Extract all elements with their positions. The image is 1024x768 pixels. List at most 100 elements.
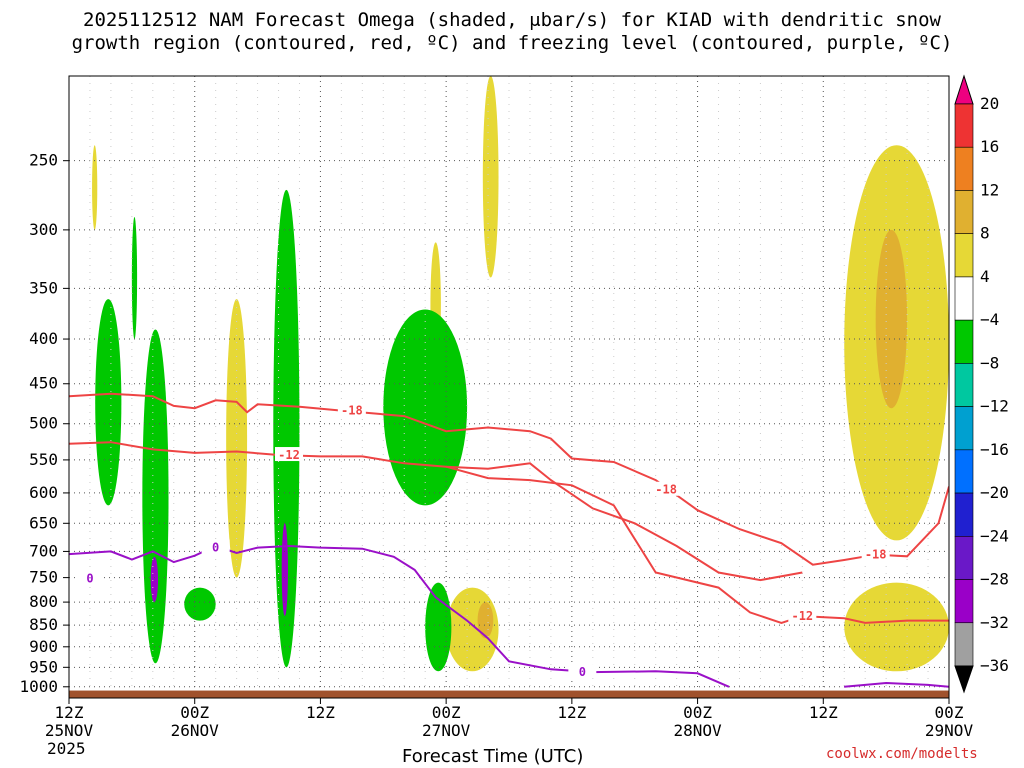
- colorbar-top-arrow: [954, 74, 974, 105]
- plot-frame: [68, 75, 950, 699]
- colorbar-segment: [954, 190, 974, 234]
- colorbar-label: −16: [980, 440, 1009, 459]
- contour-label-bg: [861, 546, 890, 561]
- y-tick-label: 900: [29, 637, 58, 656]
- omega-region: [142, 329, 169, 664]
- colorbar-bottom-arrow: [954, 665, 974, 694]
- grid-layer: [68, 76, 950, 698]
- omega-region: [226, 299, 248, 578]
- colorbar: 20 16 12 8 4 −4 −8 −12 −16 −20 −24 −28 −32 −36: [954, 74, 1009, 694]
- x-tick-label: 12Z: [55, 703, 84, 722]
- colorbar-segment: [954, 146, 974, 191]
- colorbar-label: −12: [980, 397, 1009, 416]
- colorbar-segment: [954, 579, 974, 624]
- colorbar-label: 4: [980, 267, 990, 286]
- colorbar-label: −36: [980, 656, 1009, 675]
- colorbar-label: −4: [980, 310, 999, 329]
- contour-label-bg: [275, 447, 303, 462]
- colorbar-label: 12: [980, 180, 999, 199]
- colorbar-label: 8: [980, 224, 990, 243]
- colorbar-label: 16: [980, 137, 999, 156]
- contour-label-bg: [652, 481, 681, 496]
- y-tick-label: 350: [29, 278, 58, 297]
- contour-label: -12: [278, 448, 300, 462]
- x-tick-label: 12Z: [557, 703, 586, 722]
- contour-label: 0: [212, 541, 219, 555]
- contour-label: 0: [579, 665, 586, 679]
- y-tick-label: 600: [29, 483, 58, 502]
- y-tick-label: 750: [29, 568, 58, 587]
- contour-line: [446, 462, 803, 582]
- y-tick-label: 800: [29, 592, 58, 611]
- y-tick-label: 700: [29, 541, 58, 560]
- omega-region: [844, 582, 949, 672]
- chart-title-line-2: growth region (contoured, red, ºC) and f…: [71, 32, 953, 54]
- contour-label: -12: [791, 609, 813, 623]
- y-tick-label: 1000: [19, 677, 58, 696]
- x-tick-date: 29NOV: [925, 721, 974, 740]
- contour-line: [844, 681, 949, 688]
- y-tick-label: 650: [29, 513, 58, 532]
- contour-label: -18: [655, 483, 677, 497]
- y-tick-label: 500: [29, 414, 58, 433]
- y-tick-label: 300: [29, 220, 58, 239]
- colorbar-label: −8: [980, 353, 999, 372]
- colorbar-label: −20: [980, 483, 1009, 502]
- contour-label-bg: [788, 608, 817, 623]
- colorbar-segment: [954, 449, 974, 494]
- contour-layer: -18 -18 -18 -12 -12 0 0 0: [69, 392, 949, 688]
- colorbar-segment: [954, 319, 974, 364]
- contour-label: 0: [86, 572, 93, 586]
- y-tick-label: 250: [29, 151, 58, 170]
- contour-label-bg: [75, 570, 104, 585]
- x-tick-label: 00Z: [683, 703, 712, 722]
- contour-label-bg: [337, 402, 366, 417]
- omega-shaded-layer: [92, 76, 949, 672]
- colorbar-segment: [954, 363, 974, 407]
- year-label: 2025: [47, 739, 86, 758]
- x-axis-title: Forecast Time (UTC): [402, 746, 584, 767]
- colorbar-segment: [954, 233, 974, 278]
- colorbar-label: −28: [980, 570, 1009, 589]
- chart-title-line-1: 2025112512 NAM Forecast Omega (shaded, μ…: [83, 9, 941, 31]
- y-tick-label: 850: [29, 615, 58, 634]
- x-tick-date: 27NOV: [422, 721, 471, 740]
- x-tick-label: 12Z: [809, 703, 838, 722]
- x-tick-date: 25NOV: [45, 721, 94, 740]
- colorbar-segment: [954, 406, 974, 451]
- colorbar-segment: [954, 622, 974, 667]
- omega-region: [131, 217, 138, 340]
- colorbar-label: 20: [980, 94, 999, 113]
- terrain-fill: [69, 690, 949, 698]
- contour-label-bg: [201, 539, 230, 554]
- omega-region: [425, 582, 452, 672]
- omega-region: [92, 145, 98, 230]
- omega-region: [482, 76, 499, 278]
- contour-label: -18: [341, 404, 363, 418]
- colorbar-label: −32: [980, 613, 1009, 632]
- source-footer: coolwx.com/modelts: [826, 746, 978, 762]
- omega-region: [477, 602, 494, 639]
- x-tick-label: 00Z: [180, 703, 209, 722]
- x-tick-label: 00Z: [935, 703, 964, 722]
- colorbar-segment: [954, 276, 974, 321]
- contour-label: -18: [865, 548, 887, 562]
- colorbar-segment: [954, 103, 974, 148]
- colorbar-segment: [954, 536, 974, 580]
- x-tick-date: 26NOV: [171, 721, 220, 740]
- contour-line: [69, 544, 730, 688]
- omega-region: [150, 556, 159, 603]
- omega-region: [184, 587, 216, 621]
- x-tick-date: 28NOV: [673, 721, 722, 740]
- y-tick-label: 550: [29, 450, 58, 469]
- omega-region: [273, 189, 300, 668]
- axis-layer: 250 300 350 400 450 500 550 600 650 700 750 800 850 9…: [19, 151, 973, 740]
- y-tick-label: 450: [29, 374, 58, 393]
- y-tick-label: 400: [29, 329, 58, 348]
- omega-region: [875, 229, 908, 409]
- contour-label-bg: [568, 664, 597, 679]
- x-tick-label: 00Z: [432, 703, 461, 722]
- x-tick-label: 12Z: [306, 703, 335, 722]
- terrain-layer: [69, 690, 949, 698]
